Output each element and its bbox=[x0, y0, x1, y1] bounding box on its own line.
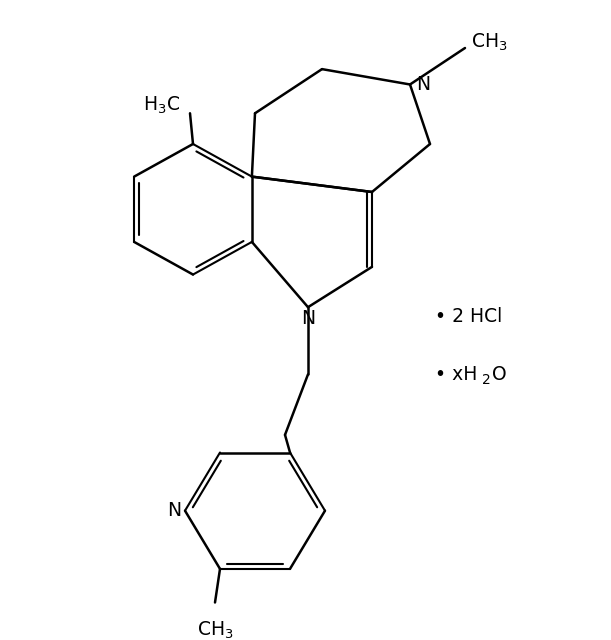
Text: N: N bbox=[416, 75, 430, 94]
Text: • 2 HCl: • 2 HCl bbox=[435, 307, 502, 326]
Text: N: N bbox=[167, 501, 181, 520]
Text: • xH: • xH bbox=[435, 365, 477, 384]
Text: H$_3$C: H$_3$C bbox=[143, 95, 180, 116]
Text: CH$_3$: CH$_3$ bbox=[197, 620, 233, 640]
Text: CH$_3$: CH$_3$ bbox=[471, 31, 508, 53]
Text: N: N bbox=[301, 309, 315, 328]
Text: O: O bbox=[492, 365, 507, 384]
Text: 2: 2 bbox=[482, 373, 491, 387]
